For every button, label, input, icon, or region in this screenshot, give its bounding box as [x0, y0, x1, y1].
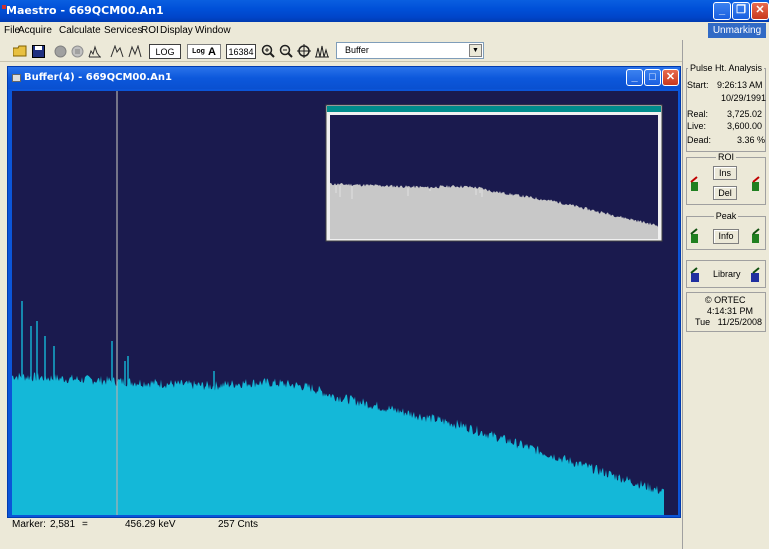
spectrum-plot[interactable] — [12, 91, 678, 515]
auto-log-letter: A — [207, 45, 216, 58]
real-value: 3,725.02 — [727, 109, 763, 119]
menu-file[interactable]: File — [4, 25, 21, 36]
marker-equals: = — [82, 519, 88, 530]
restore-button[interactable]: ❐ — [732, 2, 750, 20]
center-icon[interactable] — [296, 42, 312, 60]
menu-calculate[interactable]: Calculate — [59, 25, 101, 36]
zoom-in-icon[interactable] — [260, 42, 276, 60]
child-minimize-button[interactable]: _ — [626, 69, 643, 86]
spectrum-window-icon — [12, 74, 21, 82]
baseline-zoom-icon[interactable] — [314, 42, 330, 60]
real-label: Real: — [687, 109, 709, 119]
marker-label: Marker: — [12, 519, 46, 530]
log-linear-button[interactable]: LOG — [149, 44, 181, 59]
child-close-button[interactable]: ✕ — [662, 69, 679, 86]
peak-legend: Peak — [687, 211, 765, 221]
menu-services[interactable]: Services — [104, 25, 143, 36]
pulse-height-analysis-group: Pulse Ht. Analysis — [686, 63, 766, 152]
marker-channel: 2,581 — [50, 519, 76, 530]
peak-info-button[interactable]: Info — [713, 229, 739, 244]
start-time: 9:26:13 AM — [717, 80, 763, 90]
buffer-window: Buffer(4) - 669QCM00.An1 _ □ ✕ — [7, 66, 681, 518]
window-title: Maestro - 669QCM00.An1 — [6, 4, 164, 17]
menu-display[interactable]: Display — [160, 25, 193, 36]
title-bar: Maestro - 669QCM00.An1 _ ❐ ✕ — [0, 0, 769, 22]
roi-mark-icon[interactable] — [127, 42, 143, 60]
roi-insert-button[interactable]: Ins — [713, 166, 737, 180]
stop-acquire-icon[interactable] — [69, 42, 85, 60]
chevron-down-icon[interactable]: ▼ — [469, 44, 482, 57]
overview-trace — [330, 182, 658, 239]
channels-button[interactable]: 16384 — [226, 44, 256, 59]
auto-log-button[interactable]: Log A — [187, 44, 221, 59]
menu-acquire[interactable]: Acquire — [18, 25, 52, 36]
dead-label: Dead: — [687, 135, 712, 145]
live-value: 3,600.00 — [727, 121, 763, 131]
overview-inset[interactable] — [325, 104, 663, 242]
pulse-height-analysis-legend: Pulse Ht. Analysis — [687, 63, 765, 73]
open-folder-icon[interactable] — [12, 42, 28, 60]
close-button[interactable]: ✕ — [751, 2, 769, 20]
roi-delete-button[interactable]: Del — [713, 186, 737, 200]
right-panel: Pulse Ht. Analysis Start: 9:26:13 AM 10/… — [682, 40, 769, 549]
prev-library-arrow-icon[interactable] — [689, 267, 705, 283]
zoom-out-icon[interactable] — [278, 42, 294, 60]
menu-bar: File Acquire Calculate Services ROI Disp… — [0, 22, 769, 40]
library-label: Library — [713, 269, 741, 279]
marker-counts: 257 Cnts — [218, 519, 259, 530]
clear-spectrum-icon[interactable] — [87, 42, 103, 60]
overview-peaks — [335, 185, 553, 203]
peak-search-icon[interactable] — [109, 42, 125, 60]
unmarking-indicator: Unmarking — [708, 23, 766, 38]
library-group — [686, 260, 766, 288]
buffer-window-titlebar: Buffer(4) - 669QCM00.An1 _ □ ✕ — [8, 67, 680, 89]
menu-window[interactable]: Window — [195, 25, 231, 36]
pulse-height-analysis-legend-text: Pulse Ht. Analysis — [687, 63, 765, 73]
start-label: Start: — [687, 80, 709, 90]
buffer-select[interactable]: Buffer ▼ — [336, 42, 484, 59]
buffer-window-title: Buffer(4) - 669QCM00.An1 — [24, 72, 172, 83]
roi-legend: ROI — [687, 152, 765, 162]
clock-time: 4:14:31 PM — [707, 306, 754, 316]
next-library-arrow-icon[interactable] — [745, 267, 761, 283]
clock-date: Tue 11/25/2008 — [695, 317, 763, 327]
save-icon[interactable] — [30, 42, 46, 60]
live-label: Live: — [687, 121, 707, 131]
child-maximize-button[interactable]: □ — [644, 69, 661, 86]
prev-peak-arrow-icon[interactable] — [689, 228, 705, 244]
overview-inset-titlebar — [327, 106, 661, 112]
peak-legend-text: Peak — [713, 211, 739, 221]
ortec-brand: © ORTEC — [705, 295, 746, 305]
prev-roi-arrow-icon[interactable] — [689, 176, 705, 192]
spectrum-trace — [12, 372, 664, 515]
next-peak-arrow-icon[interactable] — [745, 228, 761, 244]
spectrum-peaks — [21, 301, 620, 483]
next-roi-arrow-icon[interactable] — [745, 176, 761, 192]
menu-roi[interactable]: ROI — [141, 25, 159, 36]
ortec-clock-group — [686, 292, 766, 332]
roi-legend-text: ROI — [715, 152, 736, 162]
spectrum-svg — [12, 91, 678, 515]
buffer-select-value: Buffer — [345, 45, 369, 55]
auto-log-prefix: Log — [192, 48, 205, 55]
status-bar: Marker: 2,581 = 456.29 keV 257 Cnts — [0, 518, 682, 532]
start-acquire-icon[interactable] — [52, 42, 68, 60]
minimize-button[interactable]: _ — [713, 2, 731, 20]
dead-value: 3.36 % — [737, 135, 766, 145]
peak-group: Peak — [686, 211, 766, 250]
start-date: 10/29/1991 — [721, 93, 767, 103]
marker-energy: 456.29 keV — [125, 519, 176, 530]
app-icon — [2, 5, 6, 9]
roi-group: ROI — [686, 152, 766, 205]
